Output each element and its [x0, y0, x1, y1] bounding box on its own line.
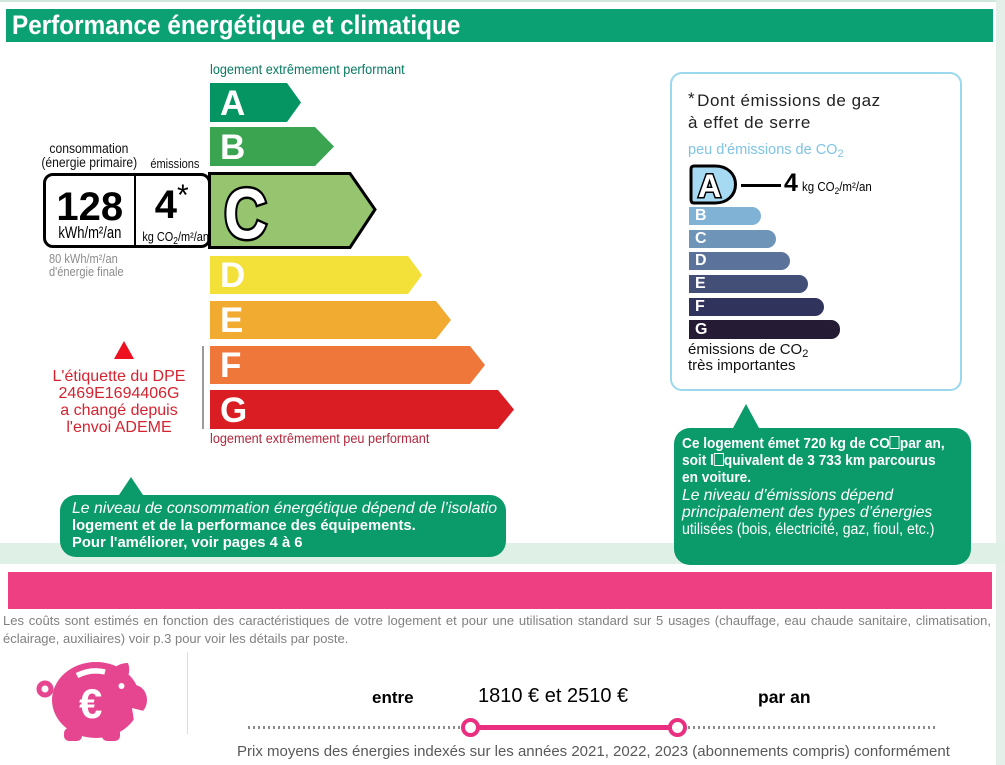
svg-text:€: € [79, 680, 102, 727]
svg-text:A: A [698, 168, 721, 204]
svg-text:C: C [224, 175, 267, 250]
